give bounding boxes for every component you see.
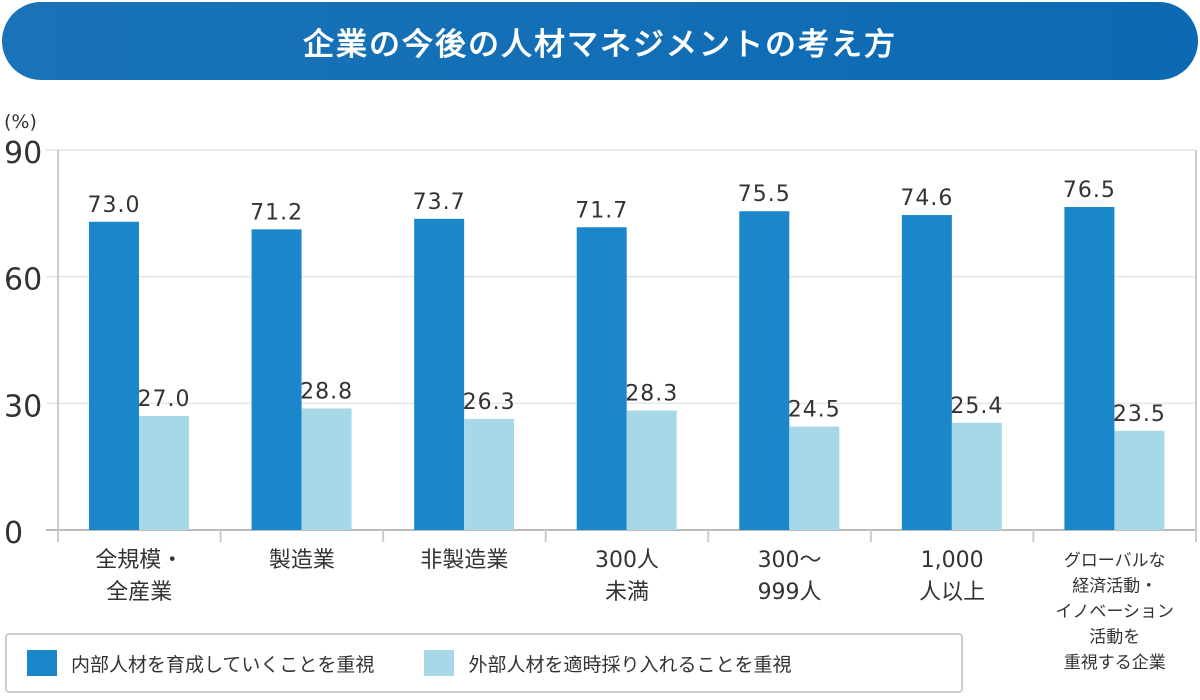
x-tick-label: 非製造業: [420, 548, 508, 573]
y-tick-label: 90: [4, 136, 42, 171]
x-tick-label: 活動を: [1089, 628, 1140, 648]
y-axis-unit: (%): [4, 111, 37, 133]
data-label: 25.4: [950, 394, 1003, 419]
x-tick-label: 1,000: [921, 548, 984, 573]
x-tick-label: 未満: [605, 580, 649, 605]
data-label: 24.5: [788, 398, 841, 423]
data-label: 75.5: [738, 182, 791, 207]
data-label: 73.0: [88, 193, 141, 218]
x-tick-label: 300人: [595, 548, 659, 573]
data-label: 71.7: [575, 198, 628, 223]
chart-title: 企業の今後の人材マネジメントの考え方: [2, 2, 1198, 80]
bar-internal: [1064, 207, 1115, 530]
legend-swatch-internal: [27, 650, 57, 676]
bar-internal: [901, 215, 952, 530]
data-label: 73.7: [413, 190, 466, 215]
legend-swatch-external: [424, 650, 455, 676]
x-tick-label: 製造業: [269, 548, 335, 573]
bar-external: [139, 416, 189, 530]
bar-internal: [739, 211, 790, 530]
bar-external: [464, 418, 515, 530]
legend-item-internal: 内部人材を育成していくことを重視: [27, 650, 374, 677]
data-label: 76.5: [1063, 178, 1116, 203]
data-label: 26.3: [463, 390, 516, 415]
bar-internal: [576, 227, 627, 530]
legend-label-external: 外部人材を適時採り入れることを重視: [468, 653, 792, 676]
bar-internal: [414, 218, 465, 531]
x-tick-label: イノベーション: [1055, 602, 1174, 622]
y-tick-label: 60: [4, 263, 42, 298]
y-tick-label: 0: [4, 516, 23, 551]
bar-internal: [251, 229, 302, 530]
data-label: 28.8: [300, 379, 353, 404]
bar-external: [1114, 430, 1165, 530]
x-tick-label: 重視する企業: [1064, 653, 1166, 673]
data-label: 27.0: [138, 387, 191, 412]
legend-label-internal: 内部人材を育成していくことを重視: [71, 653, 375, 676]
data-label: 28.3: [625, 382, 678, 407]
bar-external: [789, 426, 840, 530]
x-tick-label: 経済活動・: [1072, 577, 1157, 597]
x-tick-label: 999人: [758, 580, 822, 605]
x-tick-label: グローバルな: [1064, 551, 1166, 571]
data-label: 74.6: [900, 186, 953, 211]
x-tick-label: 人以上: [919, 580, 985, 605]
data-label: 23.5: [1113, 402, 1166, 427]
x-tick-label: 300～: [758, 548, 822, 573]
bar-external: [626, 410, 677, 530]
bar-internal: [89, 221, 139, 530]
bar-external: [951, 422, 1002, 530]
bar-external: [301, 408, 352, 530]
data-label: 71.2: [250, 200, 303, 225]
legend-item-external: 外部人材を適時採り入れることを重視: [424, 650, 791, 677]
x-tick-label: 全規模・: [95, 548, 183, 573]
y-tick-label: 30: [4, 389, 42, 424]
legend: 内部人材を育成していくことを重視 外部人材を適時採り入れることを重視: [5, 633, 963, 693]
x-tick-label: 全産業: [106, 580, 172, 605]
